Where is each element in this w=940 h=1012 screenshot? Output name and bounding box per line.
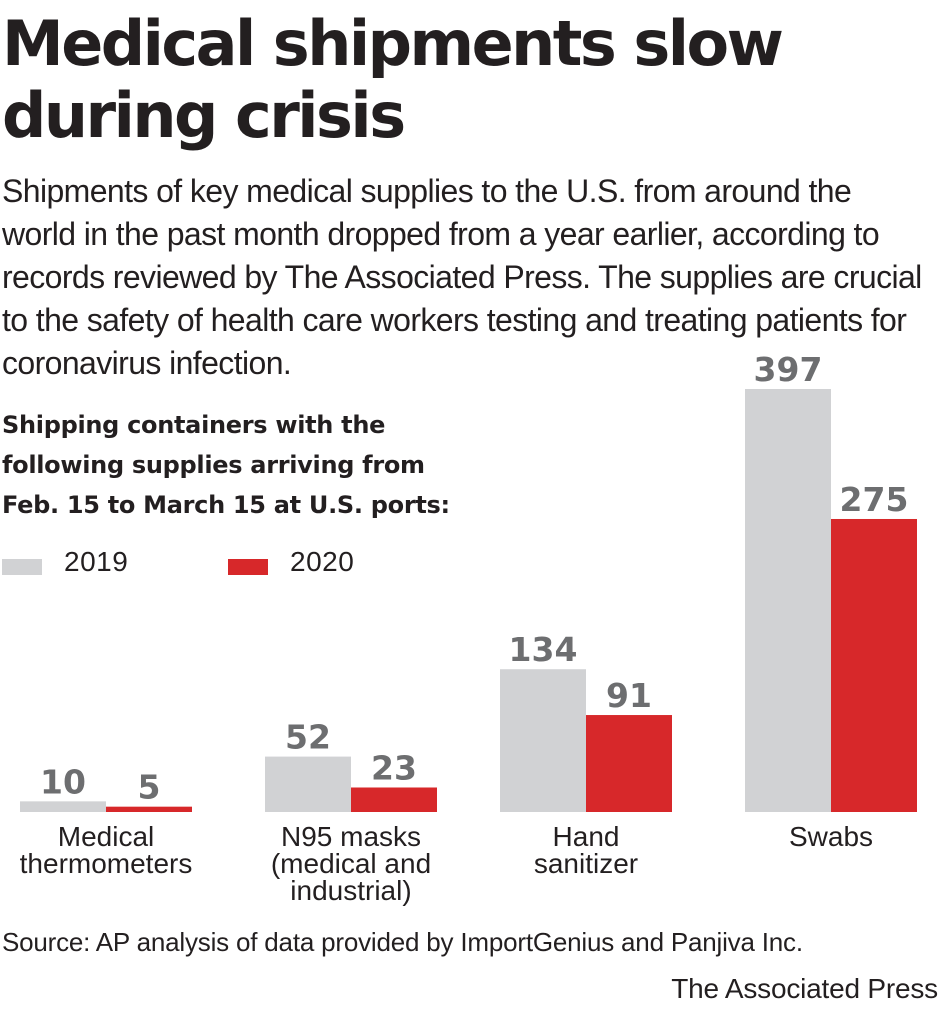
bar-2020-2 — [586, 715, 672, 812]
data-label-2019-2: 134 — [509, 630, 578, 669]
bar-2019-2 — [500, 669, 586, 812]
category-label-2-1: sanitizer — [534, 848, 638, 879]
bar-2019-3 — [745, 389, 831, 812]
data-label-2019-0: 10 — [40, 762, 86, 801]
bar-2019-0 — [20, 801, 106, 812]
bar-2020-0 — [106, 806, 192, 812]
legend-item-2020: 2020 — [228, 544, 354, 580]
category-label-0-0: Medical — [58, 821, 154, 852]
source-note: Source: AP analysis of data provided by … — [2, 927, 803, 957]
data-label-2020-2: 91 — [606, 676, 652, 715]
bar-2020-1 — [351, 787, 437, 812]
legend-swatch-2020 — [228, 559, 268, 575]
category-label-1-0: N95 masks — [281, 821, 421, 852]
chart-subtitle: Shipments of key medical supplies to the… — [2, 173, 922, 381]
data-label-2020-0: 5 — [138, 768, 161, 807]
legend-label-2020: 2020 — [290, 546, 355, 577]
legend-item-2019: 2019 — [2, 544, 128, 580]
chart-title: Medical shipments slow during crisis — [2, 7, 784, 152]
legend-label-2019: 2019 — [64, 546, 129, 577]
data-label-2019-3: 397 — [754, 350, 823, 389]
category-label-2-0: Hand — [553, 821, 620, 852]
category-label-1-2: industrial) — [290, 875, 411, 906]
bar-2020-3 — [831, 518, 917, 812]
data-label-2020-3: 275 — [840, 480, 909, 519]
data-label-2019-1: 52 — [285, 718, 331, 757]
category-label-1-1: (medical and — [271, 848, 431, 879]
category-label-0-1: thermometers — [20, 848, 193, 879]
bar-2019-1 — [265, 756, 351, 812]
legend-swatch-2019 — [2, 559, 42, 575]
credit-line: The Associated Press — [671, 973, 938, 1004]
data-label-2020-1: 23 — [371, 748, 417, 787]
category-label-3-0: Swabs — [789, 821, 873, 852]
chart-heading: Shipping containers with the following s… — [2, 411, 450, 519]
